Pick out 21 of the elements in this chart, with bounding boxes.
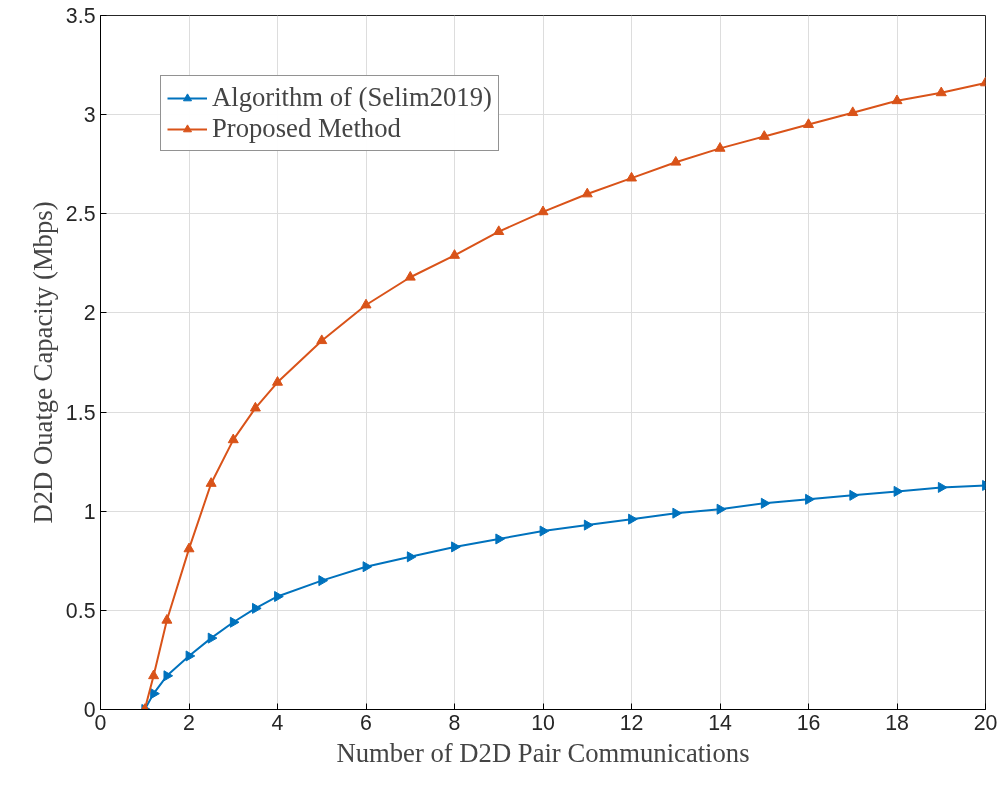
legend-label: Algorithm of (Selim2019) (212, 82, 492, 113)
x-tick-label: 8 (448, 710, 461, 735)
x-tick-label: 18 (885, 710, 909, 735)
y-tick-label: 3 (83, 103, 96, 128)
legend-label: Proposed Method (212, 113, 401, 144)
x-tick-label: 20 (973, 710, 998, 735)
x-axis-title: Number of D2D Pair Communications (336, 737, 750, 768)
x-tick-label: 6 (360, 710, 372, 735)
x-tick-label: 2 (183, 710, 195, 735)
y-tick-label: 1 (83, 499, 96, 524)
x-tick-label: 16 (796, 710, 821, 735)
y-axis-title: D2D Ouatge Capacity (Mbps) (27, 201, 58, 524)
y-tick-label: 2 (83, 301, 96, 326)
y-tick-label: 1.5 (65, 400, 96, 425)
y-tick-label: 3.5 (65, 4, 96, 28)
x-tick-label: 10 (531, 710, 555, 735)
y-tick-label: 2.5 (65, 202, 96, 227)
x-tick-label: 14 (708, 710, 732, 735)
y-tick-label: 0.5 (65, 598, 96, 623)
x-tick-label: 12 (619, 710, 644, 735)
x-tick-label: 4 (271, 710, 284, 735)
